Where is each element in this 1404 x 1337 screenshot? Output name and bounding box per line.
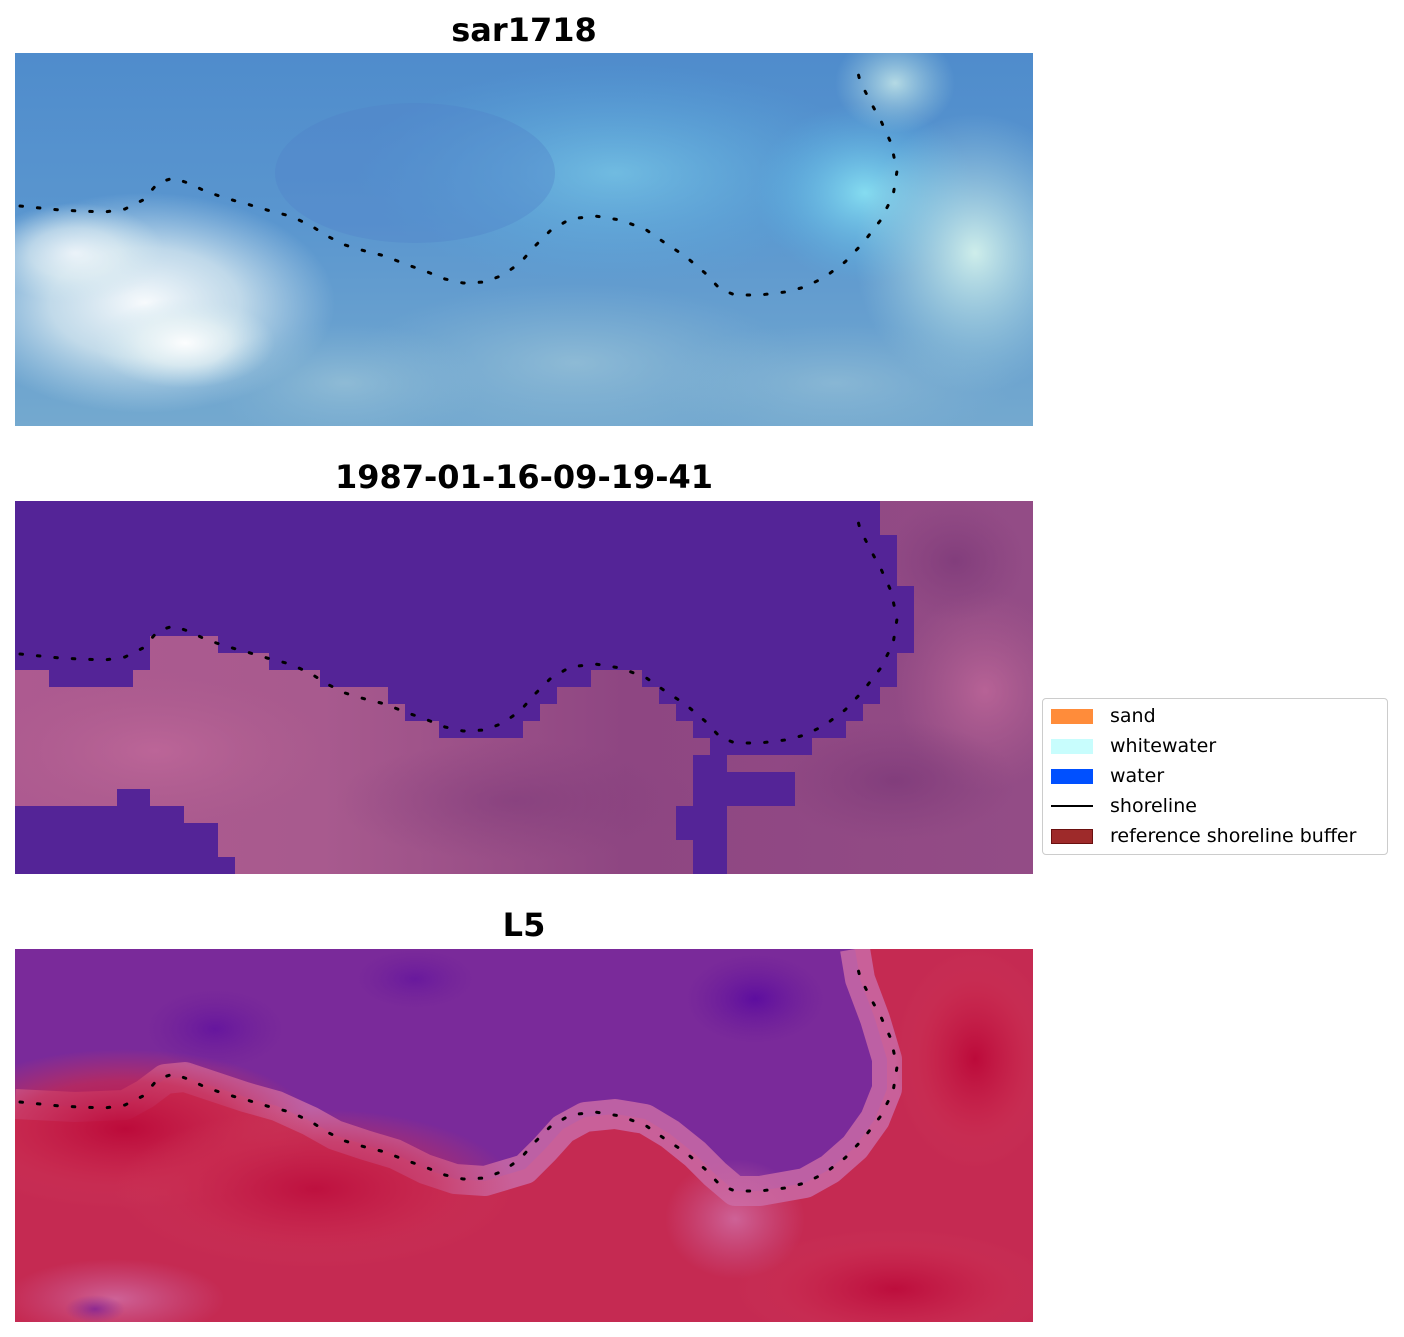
water-swatch — [1051, 768, 1093, 784]
sand-swatch — [1051, 708, 1093, 724]
legend-label-shoreline: shoreline — [1110, 795, 1197, 817]
panel-title-l5: L5 — [502, 906, 546, 944]
l5-image — [15, 949, 1033, 1322]
legend-label-sand: sand — [1110, 705, 1156, 727]
l5-image-panel — [15, 949, 1033, 1322]
shoreline-line — [18, 59, 899, 297]
classified-image-panel — [15, 501, 1033, 874]
panel-title-date: 1987-01-16-09-19-41 — [334, 458, 714, 496]
panel-title-sar: sar1718 — [451, 11, 597, 49]
classified-image — [15, 501, 1033, 874]
legend-item-reference-buffer: reference shoreline buffer — [1051, 824, 1356, 848]
legend-item-water: water — [1051, 764, 1164, 788]
legend-item-sand: sand — [1051, 704, 1156, 728]
shoreline-line — [18, 955, 899, 1193]
legend-label-water: water — [1110, 765, 1165, 787]
legend-label-whitewater: whitewater — [1110, 735, 1217, 757]
legend-item-shoreline: shoreline — [1051, 794, 1197, 818]
sar-image-panel — [15, 53, 1033, 426]
legend: sand whitewater water shoreline referenc… — [1042, 698, 1388, 855]
shoreline-swatch — [1051, 805, 1093, 807]
sar-image — [15, 53, 1033, 426]
legend-item-whitewater: whitewater — [1051, 734, 1216, 758]
legend-label-reference-buffer: reference shoreline buffer — [1110, 825, 1357, 847]
shoreline-line — [18, 507, 899, 745]
whitewater-swatch — [1051, 738, 1093, 754]
reference-buffer-swatch — [1051, 828, 1093, 844]
